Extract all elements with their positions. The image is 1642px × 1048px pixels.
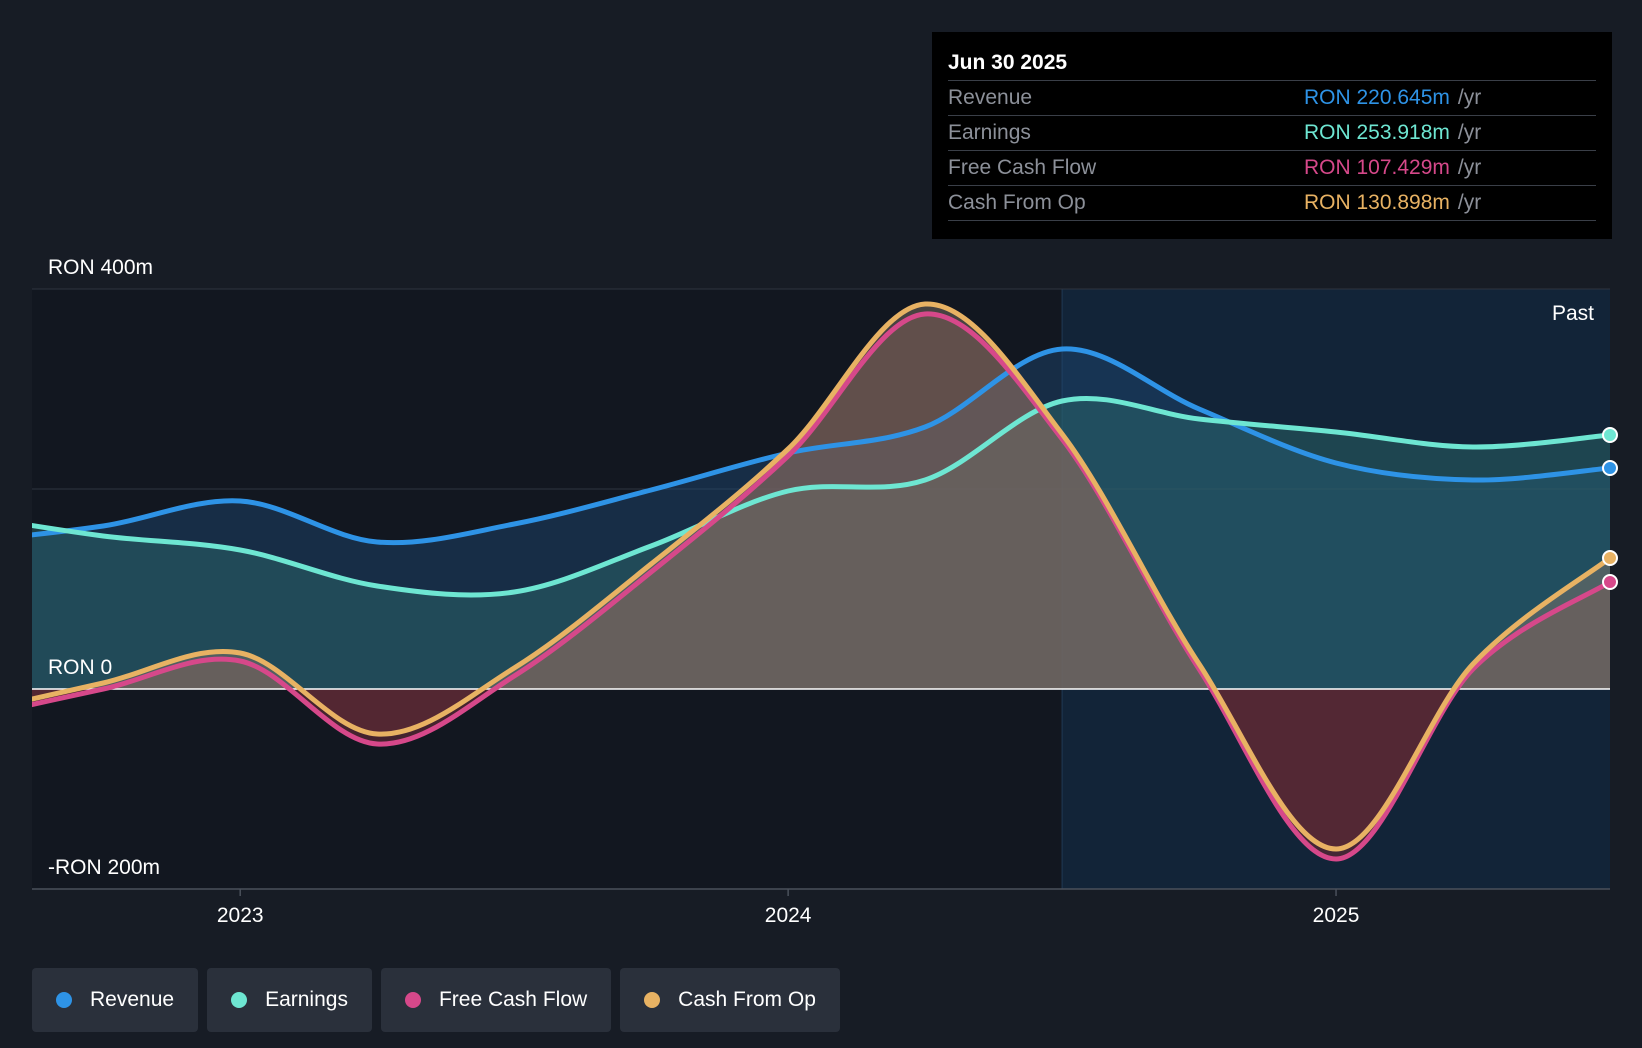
y-tick-label: RON 400m <box>48 256 153 279</box>
series-lines <box>32 301 1610 862</box>
legend-label: Cash From Op <box>678 988 816 1011</box>
legend-dot-icon <box>56 992 72 1008</box>
area-earnings-positive <box>32 398 1610 689</box>
end-dot-revenue <box>1602 460 1618 476</box>
plot-background <box>32 289 1610 889</box>
series-areas <box>0 303 1610 859</box>
area-revenue-negative <box>0 349 1610 689</box>
series-end-dots <box>1602 427 1618 590</box>
tooltip-value: RON 130.898m <box>1304 191 1450 214</box>
past-label: Past <box>1552 302 1594 325</box>
end-dot-earnings <box>1602 427 1618 443</box>
legend-dot-icon <box>404 992 421 1008</box>
tooltip-row-free-cash-flow: Free Cash Flow RON 107.429m /yr <box>948 151 1596 186</box>
legend-label: Earnings <box>265 988 348 1011</box>
tooltip-unit: /yr <box>1457 156 1482 179</box>
area-cash_from_op-negative <box>32 689 1610 849</box>
x-axis: 2023 2024 2025 <box>32 888 1610 927</box>
x-tick-label: 2023 <box>217 904 264 927</box>
end-dot-free_cash_flow <box>1602 574 1618 590</box>
tooltip-label: Free Cash Flow <box>948 156 1097 179</box>
line-revenue <box>32 346 1610 546</box>
line-cash_from_op <box>32 301 1610 852</box>
y-tick-label: RON 0 <box>48 656 112 679</box>
area-earnings-negative <box>0 398 1610 689</box>
line-earnings <box>32 395 1610 598</box>
tooltip-row-earnings: Earnings RON 253.918m /yr <box>948 116 1596 151</box>
area-free_cash_flow-negative <box>32 689 1610 859</box>
legend-label: Free Cash Flow <box>438 988 588 1011</box>
x-tick-label: 2025 <box>1313 904 1360 927</box>
x-tick-label: 2024 <box>765 904 812 927</box>
gridlines <box>32 288 1610 890</box>
tooltip-value: RON 107.429m <box>1304 156 1450 179</box>
area-free_cash_flow <box>32 313 1610 859</box>
legend-dot-icon <box>231 992 248 1008</box>
legend-item-free-cash-flow[interactable]: Free Cash Flow <box>380 968 612 1032</box>
tooltip-unit: /yr <box>1457 121 1482 144</box>
tooltip-unit: /yr <box>1457 86 1482 109</box>
area-free_cash_flow-positive <box>32 313 1610 689</box>
area-revenue-positive <box>32 348 1610 689</box>
tooltip: Jun 30 2025 Revenue RON 220.645m /yr Ear… <box>932 32 1612 239</box>
y-axis-labels: RON 400m RON 0 -RON 200m <box>48 256 160 879</box>
tooltip-date: Jun 30 2025 <box>948 46 1596 81</box>
area-cash_from_op-positive <box>32 303 1610 689</box>
tooltip-unit: /yr <box>1457 191 1482 214</box>
y-tick-label: -RON 200m <box>48 856 160 879</box>
legend: Revenue Earnings Free Cash Flow Cash Fro… <box>32 968 840 1032</box>
area-revenue <box>0 348 1610 689</box>
tooltip-label: Revenue <box>948 86 1033 109</box>
line-free_cash_flow <box>32 311 1610 862</box>
legend-item-earnings[interactable]: Earnings <box>207 968 372 1032</box>
legend-label: Revenue <box>90 988 175 1011</box>
legend-item-revenue[interactable]: Revenue <box>32 968 199 1032</box>
tooltip-row-cash-from-op: Cash From Op RON 130.898m /yr <box>948 186 1596 221</box>
legend-item-cash-from-op[interactable]: Cash From Op <box>620 968 840 1032</box>
tooltip-label: Earnings <box>948 121 1031 144</box>
area-cash_from_op <box>32 303 1610 849</box>
end-dot-cash_from_op <box>1602 550 1618 566</box>
tooltip-value: RON 253.918m <box>1304 121 1450 144</box>
past-region <box>1062 289 1610 889</box>
tooltip-value: RON 220.645m <box>1304 86 1450 109</box>
area-earnings <box>0 398 1610 689</box>
legend-dot-icon <box>644 992 661 1008</box>
tooltip-label: Cash From Op <box>948 191 1086 214</box>
tooltip-row-revenue: Revenue RON 220.645m /yr <box>948 81 1596 116</box>
